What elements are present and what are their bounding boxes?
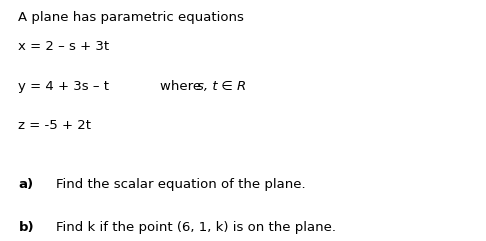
Text: A plane has parametric equations: A plane has parametric equations xyxy=(18,11,244,24)
Text: s, t: s, t xyxy=(197,80,217,93)
Text: ∈ R: ∈ R xyxy=(217,80,246,93)
Text: a): a) xyxy=(18,178,34,191)
Text: where: where xyxy=(160,80,206,93)
Text: b): b) xyxy=(18,221,34,234)
Text: Find the scalar equation of the plane.: Find the scalar equation of the plane. xyxy=(56,178,306,191)
Text: Find k if the point (6, 1, k) is on the plane.: Find k if the point (6, 1, k) is on the … xyxy=(56,221,336,234)
Text: x = 2 – s + 3t: x = 2 – s + 3t xyxy=(18,40,109,53)
Text: z = -5 + 2t: z = -5 + 2t xyxy=(18,119,91,132)
Text: y = 4 + 3s – t: y = 4 + 3s – t xyxy=(18,80,109,93)
